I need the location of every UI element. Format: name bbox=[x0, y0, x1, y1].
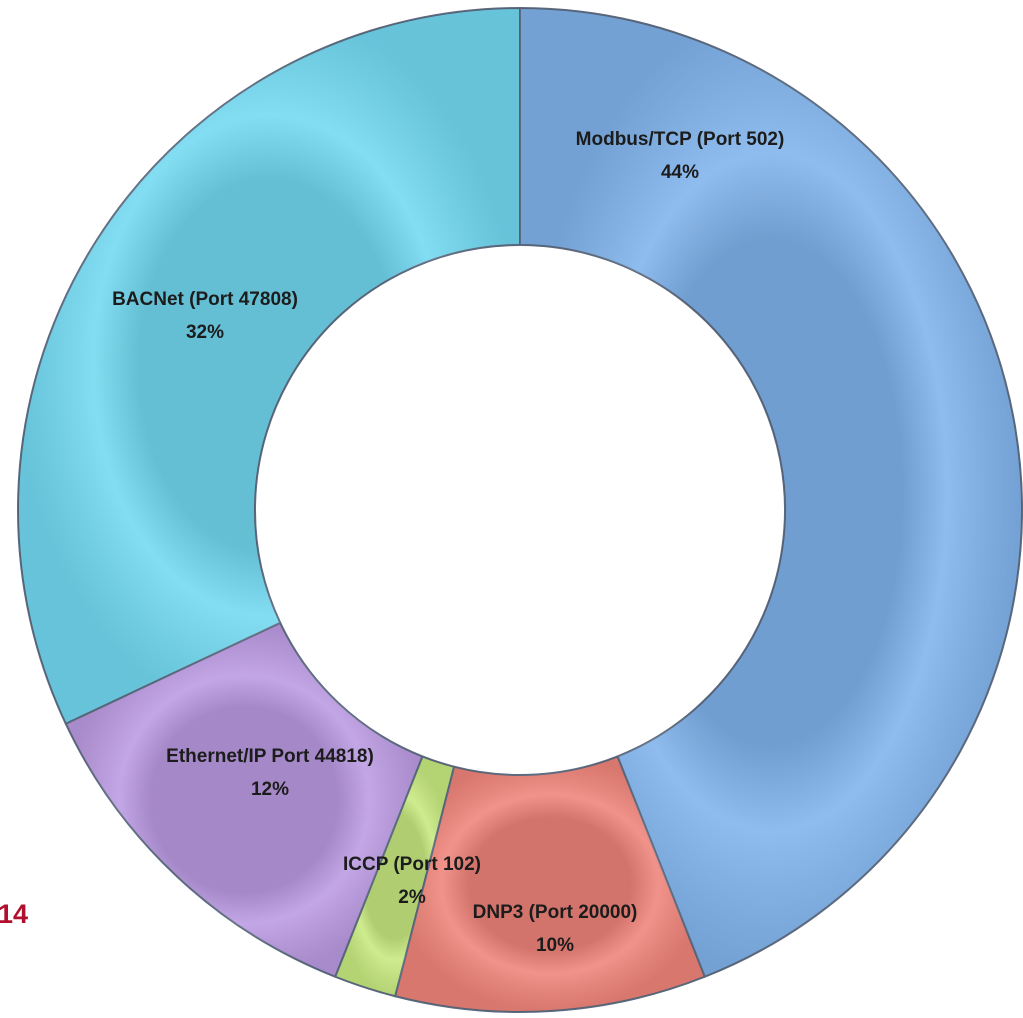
slice-value-label: 44% bbox=[661, 162, 699, 183]
annotation: 14 bbox=[0, 899, 28, 929]
slice-label: ICCP (Port 102) bbox=[343, 854, 481, 875]
slice-value-label: 2% bbox=[398, 887, 426, 908]
slice-label: Ethernet/IP Port 44818) bbox=[166, 746, 374, 767]
slice-label: BACNet (Port 47808) bbox=[112, 289, 298, 310]
labels: Modbus/TCP (Port 502) 44% DNP3 (Port 20000… bbox=[112, 129, 784, 956]
slice-label: DNP3 (Port 20000) bbox=[473, 902, 638, 923]
slice-value-label: 32% bbox=[186, 322, 224, 343]
slices bbox=[17, 6, 1023, 1013]
slice-value-label: 12% bbox=[251, 779, 289, 800]
slice bbox=[17, 6, 521, 726]
slice-value-label: 10% bbox=[536, 935, 574, 956]
slice-label: Modbus/TCP (Port 502) bbox=[576, 129, 785, 150]
